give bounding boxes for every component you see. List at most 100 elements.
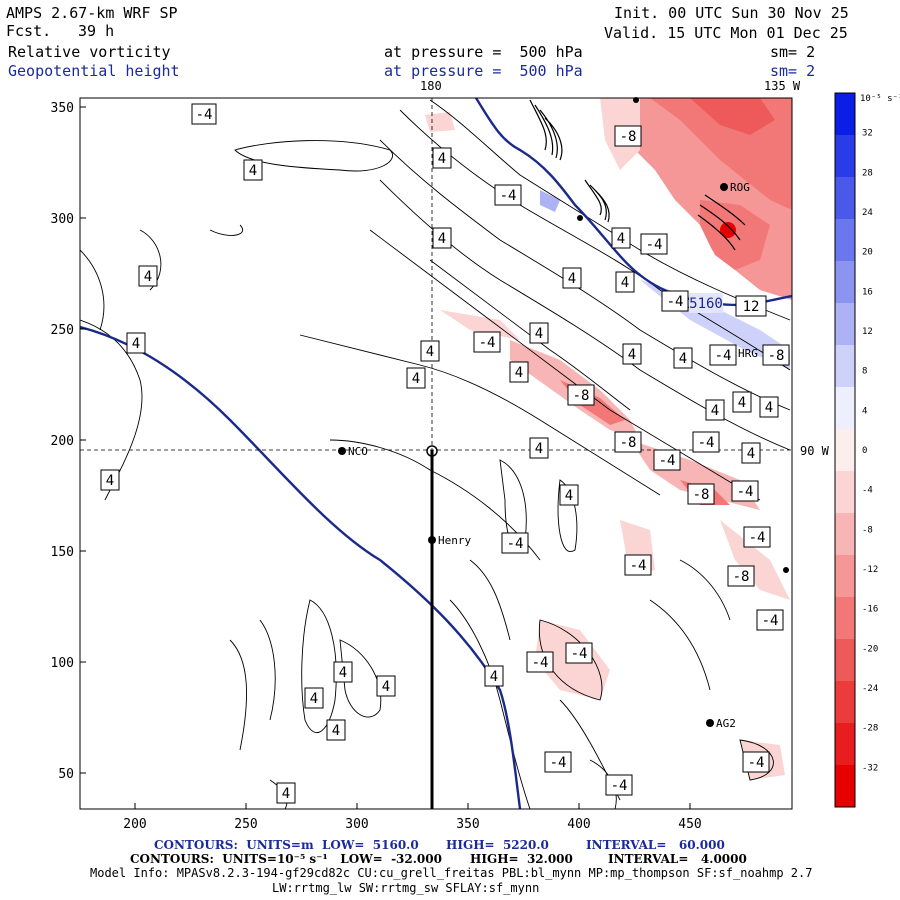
contour-label: 4 [326, 719, 346, 741]
colorbar-tick-label: -28 [862, 724, 878, 734]
colorbar-tick-label: -16 [862, 605, 878, 615]
svg-text:-4: -4 [737, 484, 754, 500]
contour-label: -4 [640, 233, 668, 255]
colorbar-swatch [835, 639, 855, 682]
colorbar-tick-label: -8 [862, 525, 873, 535]
y-tick-300: 300 [51, 212, 74, 227]
lon-label-180: 180 [420, 79, 442, 93]
colorbar-tick-label: 4 [862, 406, 867, 416]
contour-label: -4 [544, 751, 572, 773]
vorticity-max-rog [720, 222, 736, 238]
svg-text:4: 4 [132, 336, 140, 352]
svg-text:12: 12 [743, 299, 760, 315]
svg-text:4: 4 [679, 351, 687, 367]
colorbar-swatch [835, 513, 855, 556]
contour-label: 4 [432, 227, 452, 249]
colorbar-swatch [835, 93, 855, 136]
svg-text:4: 4 [339, 665, 347, 681]
colorbar-tick-label: 12 [862, 327, 873, 337]
footer-height-high: HIGH= 5220.0 [446, 838, 549, 852]
svg-text:4: 4 [438, 231, 446, 247]
colorbar-swatch [835, 135, 855, 178]
field1-name: Relative vorticity [8, 43, 171, 61]
contour-cluster-north [529, 99, 746, 251]
colorbar-tick-label: 32 [862, 129, 873, 139]
svg-text:-4: -4 [630, 558, 647, 574]
y-tick-250: 250 [51, 323, 74, 338]
contour-label: 4 [622, 343, 642, 365]
contour-value-labels: -4 4 4 4 4 4 4 4 4 -4 -4 4 4 4 4 4 -4 -8… [100, 103, 790, 804]
svg-text:4: 4 [535, 326, 543, 342]
svg-text:-4: -4 [762, 613, 779, 629]
contour-label: 4 [529, 437, 549, 459]
contour-label: -4 [565, 642, 593, 664]
svg-text:4: 4 [412, 371, 420, 387]
vorticity-shade-pink-nw [425, 112, 455, 132]
colorbar-tick-label: -32 [862, 763, 878, 773]
svg-text:-4: -4 [479, 335, 496, 351]
station-hrg-label: HRG [738, 347, 758, 360]
contour-label: -4 [653, 449, 681, 471]
colorbar-swatch [835, 765, 855, 808]
colorbar-swatch [835, 597, 855, 640]
field1-level: at pressure = 500 hPa [384, 43, 583, 61]
footer-height-interval: INTERVAL= 60.000 [586, 838, 725, 852]
field1-smoothing: sm= 2 [770, 43, 816, 61]
svg-text:-4: -4 [550, 755, 567, 771]
svg-text:4: 4 [711, 403, 719, 419]
colorbar-swatch [835, 555, 855, 598]
contour-label: 4 [304, 687, 324, 709]
contour-label: -4 [731, 480, 759, 502]
colorbar-tick-label: 8 [862, 367, 867, 377]
svg-text:-4: -4 [507, 536, 524, 552]
station-henry-marker [428, 536, 436, 544]
contour-label: 4 [509, 361, 529, 383]
svg-text:-8: -8 [573, 388, 590, 404]
contour-label: 4 [705, 399, 725, 421]
colorbar-swatch [835, 261, 855, 304]
y-tick-150: 150 [51, 545, 74, 560]
vorticity-shade-pink-se [720, 520, 790, 600]
contour-label: 4 [420, 340, 440, 362]
contour-label: 4 [759, 396, 779, 418]
contour-label: 4 [276, 782, 296, 804]
svg-text:4: 4 [426, 344, 434, 360]
svg-text:-4: -4 [646, 237, 663, 253]
contour-label: -8 [567, 384, 595, 406]
svg-text:4: 4 [249, 163, 257, 179]
station-se-marker [783, 567, 789, 573]
contour-label: 4 [243, 159, 263, 181]
contour-label: 12 [735, 295, 767, 317]
contour-label: 4 [673, 347, 693, 369]
svg-text:-8: -8 [733, 569, 750, 585]
colorbar-unit: 10⁻⁵ s⁻¹ [860, 94, 900, 104]
x-tick-450: 450 [678, 817, 701, 832]
contour-label: -4 [661, 290, 689, 312]
contour-label: -4 [624, 554, 652, 576]
colorbar-swatch [835, 681, 855, 724]
model-title: AMPS 2.67-km WRF SP [6, 4, 178, 22]
init-time: Init. 00 UTC Sun 30 Nov 25 [614, 4, 849, 22]
svg-text:4: 4 [535, 441, 543, 457]
svg-text:4: 4 [738, 395, 746, 411]
svg-text:4: 4 [144, 269, 152, 285]
station-rog-label: ROG [730, 181, 750, 194]
contour-label: 4 [126, 332, 146, 354]
colorbar: 10⁻⁵ s⁻¹ 32 28 24 20 16 12 8 4 0 -4 -8 -12 -16 -20 -24… [834, 92, 900, 808]
contour-label: 4 [484, 665, 504, 687]
station-top-marker [633, 97, 639, 103]
y-tick-350: 350 [51, 101, 74, 116]
svg-text:4: 4 [617, 231, 625, 247]
contour-label: -4 [526, 651, 554, 673]
colorbar-swatch [835, 387, 855, 430]
south-pole-marker [426, 445, 438, 457]
lon-label-135w: 135 W [764, 79, 801, 93]
svg-text:-4: -4 [749, 530, 766, 546]
field2-smoothing: sm= 2 [770, 62, 816, 80]
svg-text:5160: 5160 [689, 296, 723, 312]
colorbar-tick-label: 20 [862, 248, 873, 258]
svg-text:4: 4 [565, 488, 573, 504]
x-axis-labels: 200 250 300 350 400 450 [123, 817, 701, 832]
axis-ticks [80, 106, 691, 809]
valid-time: Valid. 15 UTC Mon 01 Dec 25 [604, 24, 848, 42]
